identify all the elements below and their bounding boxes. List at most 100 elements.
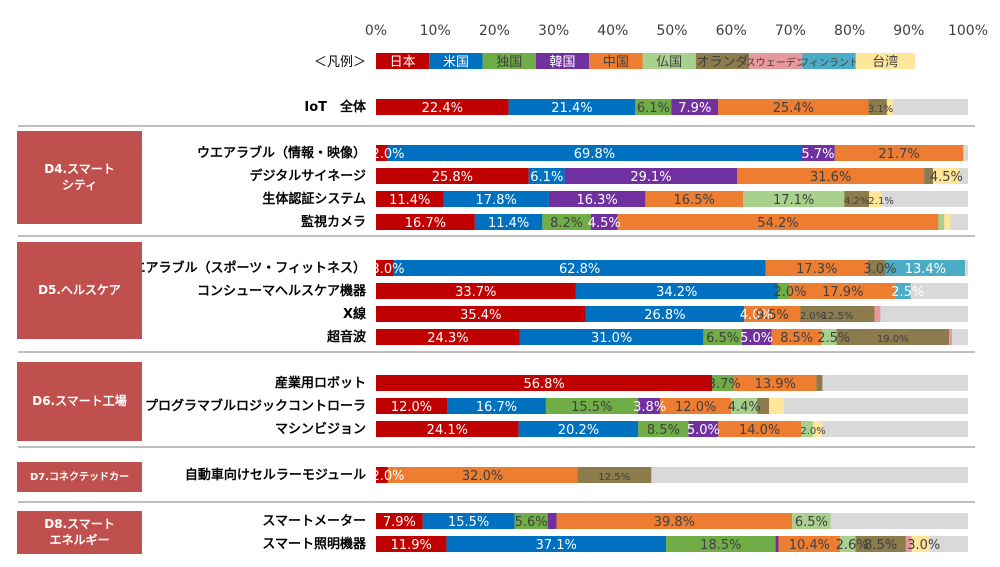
- bar-segment: [376, 421, 519, 437]
- bar-segment: [688, 421, 719, 437]
- row-label: デジタルサイネージ: [250, 168, 366, 184]
- data-label: 19.0%: [877, 334, 909, 345]
- data-label: 24.1%: [427, 423, 468, 438]
- bar-segment: [376, 329, 520, 345]
- data-label: 26.8%: [644, 308, 685, 323]
- x-tick-label: 100%: [948, 23, 988, 39]
- data-label: 3.7%: [708, 377, 741, 392]
- bar-segment: [801, 145, 835, 161]
- bar-segment: [635, 99, 672, 115]
- data-label: 31.6%: [810, 170, 851, 185]
- data-label: 7.9%: [678, 101, 711, 116]
- bar-segment: [834, 145, 964, 161]
- bar-segment: [933, 168, 960, 184]
- bar-segment: [895, 283, 911, 299]
- bar-segment: [905, 536, 912, 552]
- data-label: 17.9%: [822, 285, 863, 300]
- bar-segment: [376, 375, 713, 391]
- bar-segment: [376, 191, 444, 207]
- bar-segment: [376, 513, 423, 529]
- data-label: 17.3%: [796, 262, 837, 277]
- bar-segment: [575, 283, 778, 299]
- data-label: 21.4%: [551, 101, 592, 116]
- row-label: ウエアラブル（情報・映像）: [197, 145, 366, 161]
- data-label: 11.9%: [391, 538, 432, 553]
- legend-swatch: [535, 53, 590, 69]
- data-label: 13.9%: [755, 377, 796, 392]
- bar-segment: [545, 398, 638, 414]
- bar-segment: [556, 513, 793, 529]
- bar-segment: [376, 306, 586, 322]
- data-label: 16.7%: [476, 400, 517, 415]
- row-label: ウエアラブル（スポーツ・フィットネス）: [120, 260, 366, 276]
- bar-segment: [741, 329, 772, 345]
- bar-segment: [744, 306, 801, 322]
- row-label: スマート照明機器: [262, 536, 367, 552]
- bar-segment: [757, 398, 770, 414]
- data-label: 2.0%: [800, 426, 825, 437]
- legend-swatch: [429, 53, 483, 69]
- data-label: 2.0%: [371, 147, 404, 162]
- data-label: 6.1%: [637, 101, 670, 116]
- legend-label: 台湾: [872, 54, 898, 70]
- x-tick-label: 80%: [834, 23, 865, 39]
- bar-segment: [821, 329, 837, 345]
- data-label: 2.5%: [817, 331, 850, 346]
- bar-segment: [743, 191, 845, 207]
- bar-segment: [775, 536, 779, 552]
- bar-segment: [376, 398, 448, 414]
- data-label: 6.5%: [706, 331, 739, 346]
- data-label: 6.1%: [530, 170, 563, 185]
- bar-segment: [376, 99, 509, 115]
- bar-segment: [869, 191, 882, 207]
- data-label: 15.5%: [448, 515, 489, 530]
- bar-segment: [637, 398, 661, 414]
- row-label: X線: [343, 306, 367, 322]
- data-label: 5.0%: [687, 423, 720, 438]
- bar-segment: [737, 168, 925, 184]
- data-label: 16.5%: [674, 193, 715, 208]
- data-label: 3.8%: [633, 400, 666, 415]
- x-tick-label: 0%: [365, 23, 387, 39]
- row-label: IoT 全体: [304, 99, 367, 115]
- legend-label: オランダ: [696, 55, 748, 70]
- data-label: 2.0%: [800, 311, 825, 322]
- data-label: 17.8%: [476, 193, 517, 208]
- data-label: 17.1%: [773, 193, 814, 208]
- bar-segment: [585, 306, 745, 322]
- x-tick-label: 50%: [656, 23, 687, 39]
- data-label: 3.0%: [907, 538, 940, 553]
- data-label: 22.4%: [422, 101, 463, 116]
- bar-segment: [949, 329, 953, 345]
- bar-segment: [874, 306, 881, 322]
- data-label: 8.2%: [550, 216, 583, 231]
- legend-label: 中国: [603, 55, 629, 70]
- bar-segment: [577, 467, 652, 483]
- bar-segment: [703, 329, 742, 345]
- data-label: 13.4%: [905, 262, 946, 277]
- data-label: 37.1%: [536, 538, 577, 553]
- data-label: 10.4%: [789, 538, 830, 553]
- data-label: 25.8%: [432, 170, 473, 185]
- legend-swatch: [376, 53, 430, 69]
- data-label: 8.5%: [647, 423, 680, 438]
- bar-segment: [528, 168, 565, 184]
- bar-segment: [769, 398, 784, 414]
- legend-swatch: [589, 53, 643, 69]
- row-label: コンシューマヘルスケア機器: [197, 283, 367, 299]
- data-label: 18.5%: [700, 538, 741, 553]
- bar-segment: [376, 145, 388, 161]
- bar-segment: [816, 375, 823, 391]
- bar-segment: [376, 536, 447, 552]
- bar-segment: [645, 191, 744, 207]
- data-label: 11.4%: [488, 216, 529, 231]
- row-label: 産業用ロボット: [275, 375, 366, 391]
- data-label: 16.3%: [576, 193, 617, 208]
- data-label: 12.5%: [598, 472, 630, 483]
- data-label: 33.7%: [455, 285, 496, 300]
- bar-segment: [638, 421, 689, 437]
- data-label: 3.0%: [863, 262, 896, 277]
- data-label: 4.2%: [844, 196, 869, 207]
- bar-segment: [666, 536, 776, 552]
